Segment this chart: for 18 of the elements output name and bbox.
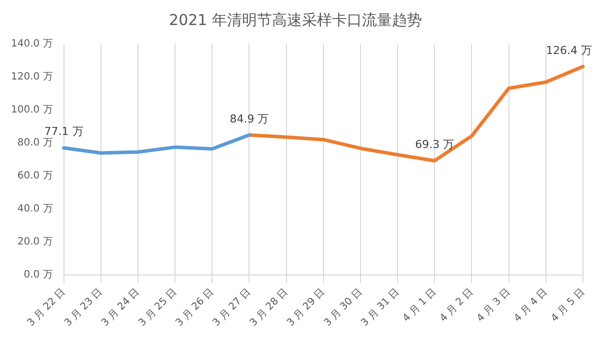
x-tick-label: 4 月 4 日 xyxy=(512,286,550,324)
x-tick-label: 4 月 3 日 xyxy=(475,286,513,324)
y-tick-label: 20.0 万 xyxy=(17,236,53,248)
x-tick-label: 4 月 2 日 xyxy=(438,286,476,324)
y-tick-label: 40.0 万 xyxy=(17,204,53,215)
x-tick-label: 4 月 1 日 xyxy=(400,286,439,324)
y-tick-label: 80.0 万 xyxy=(17,138,53,149)
data-label: 69.3 万 xyxy=(415,138,454,152)
data-label: 84.9 万 xyxy=(230,112,269,126)
data-label: 126.4 万 xyxy=(546,44,592,57)
y-tick-label: 0.0 万 xyxy=(24,270,53,281)
y-tick-label: 120.0 万 xyxy=(10,72,53,83)
x-tick-label: 4 月 5 日 xyxy=(549,286,587,324)
chart-title: 2021 年清明节高速采样卡口流量趋势 xyxy=(169,10,422,29)
y-tick-label: 100.0 万 xyxy=(10,104,53,116)
y-tick-label: 60.0 万 xyxy=(17,170,53,182)
data-label: 77.1 万 xyxy=(44,125,84,138)
y-tick-label: 140.0 万 xyxy=(10,38,53,50)
